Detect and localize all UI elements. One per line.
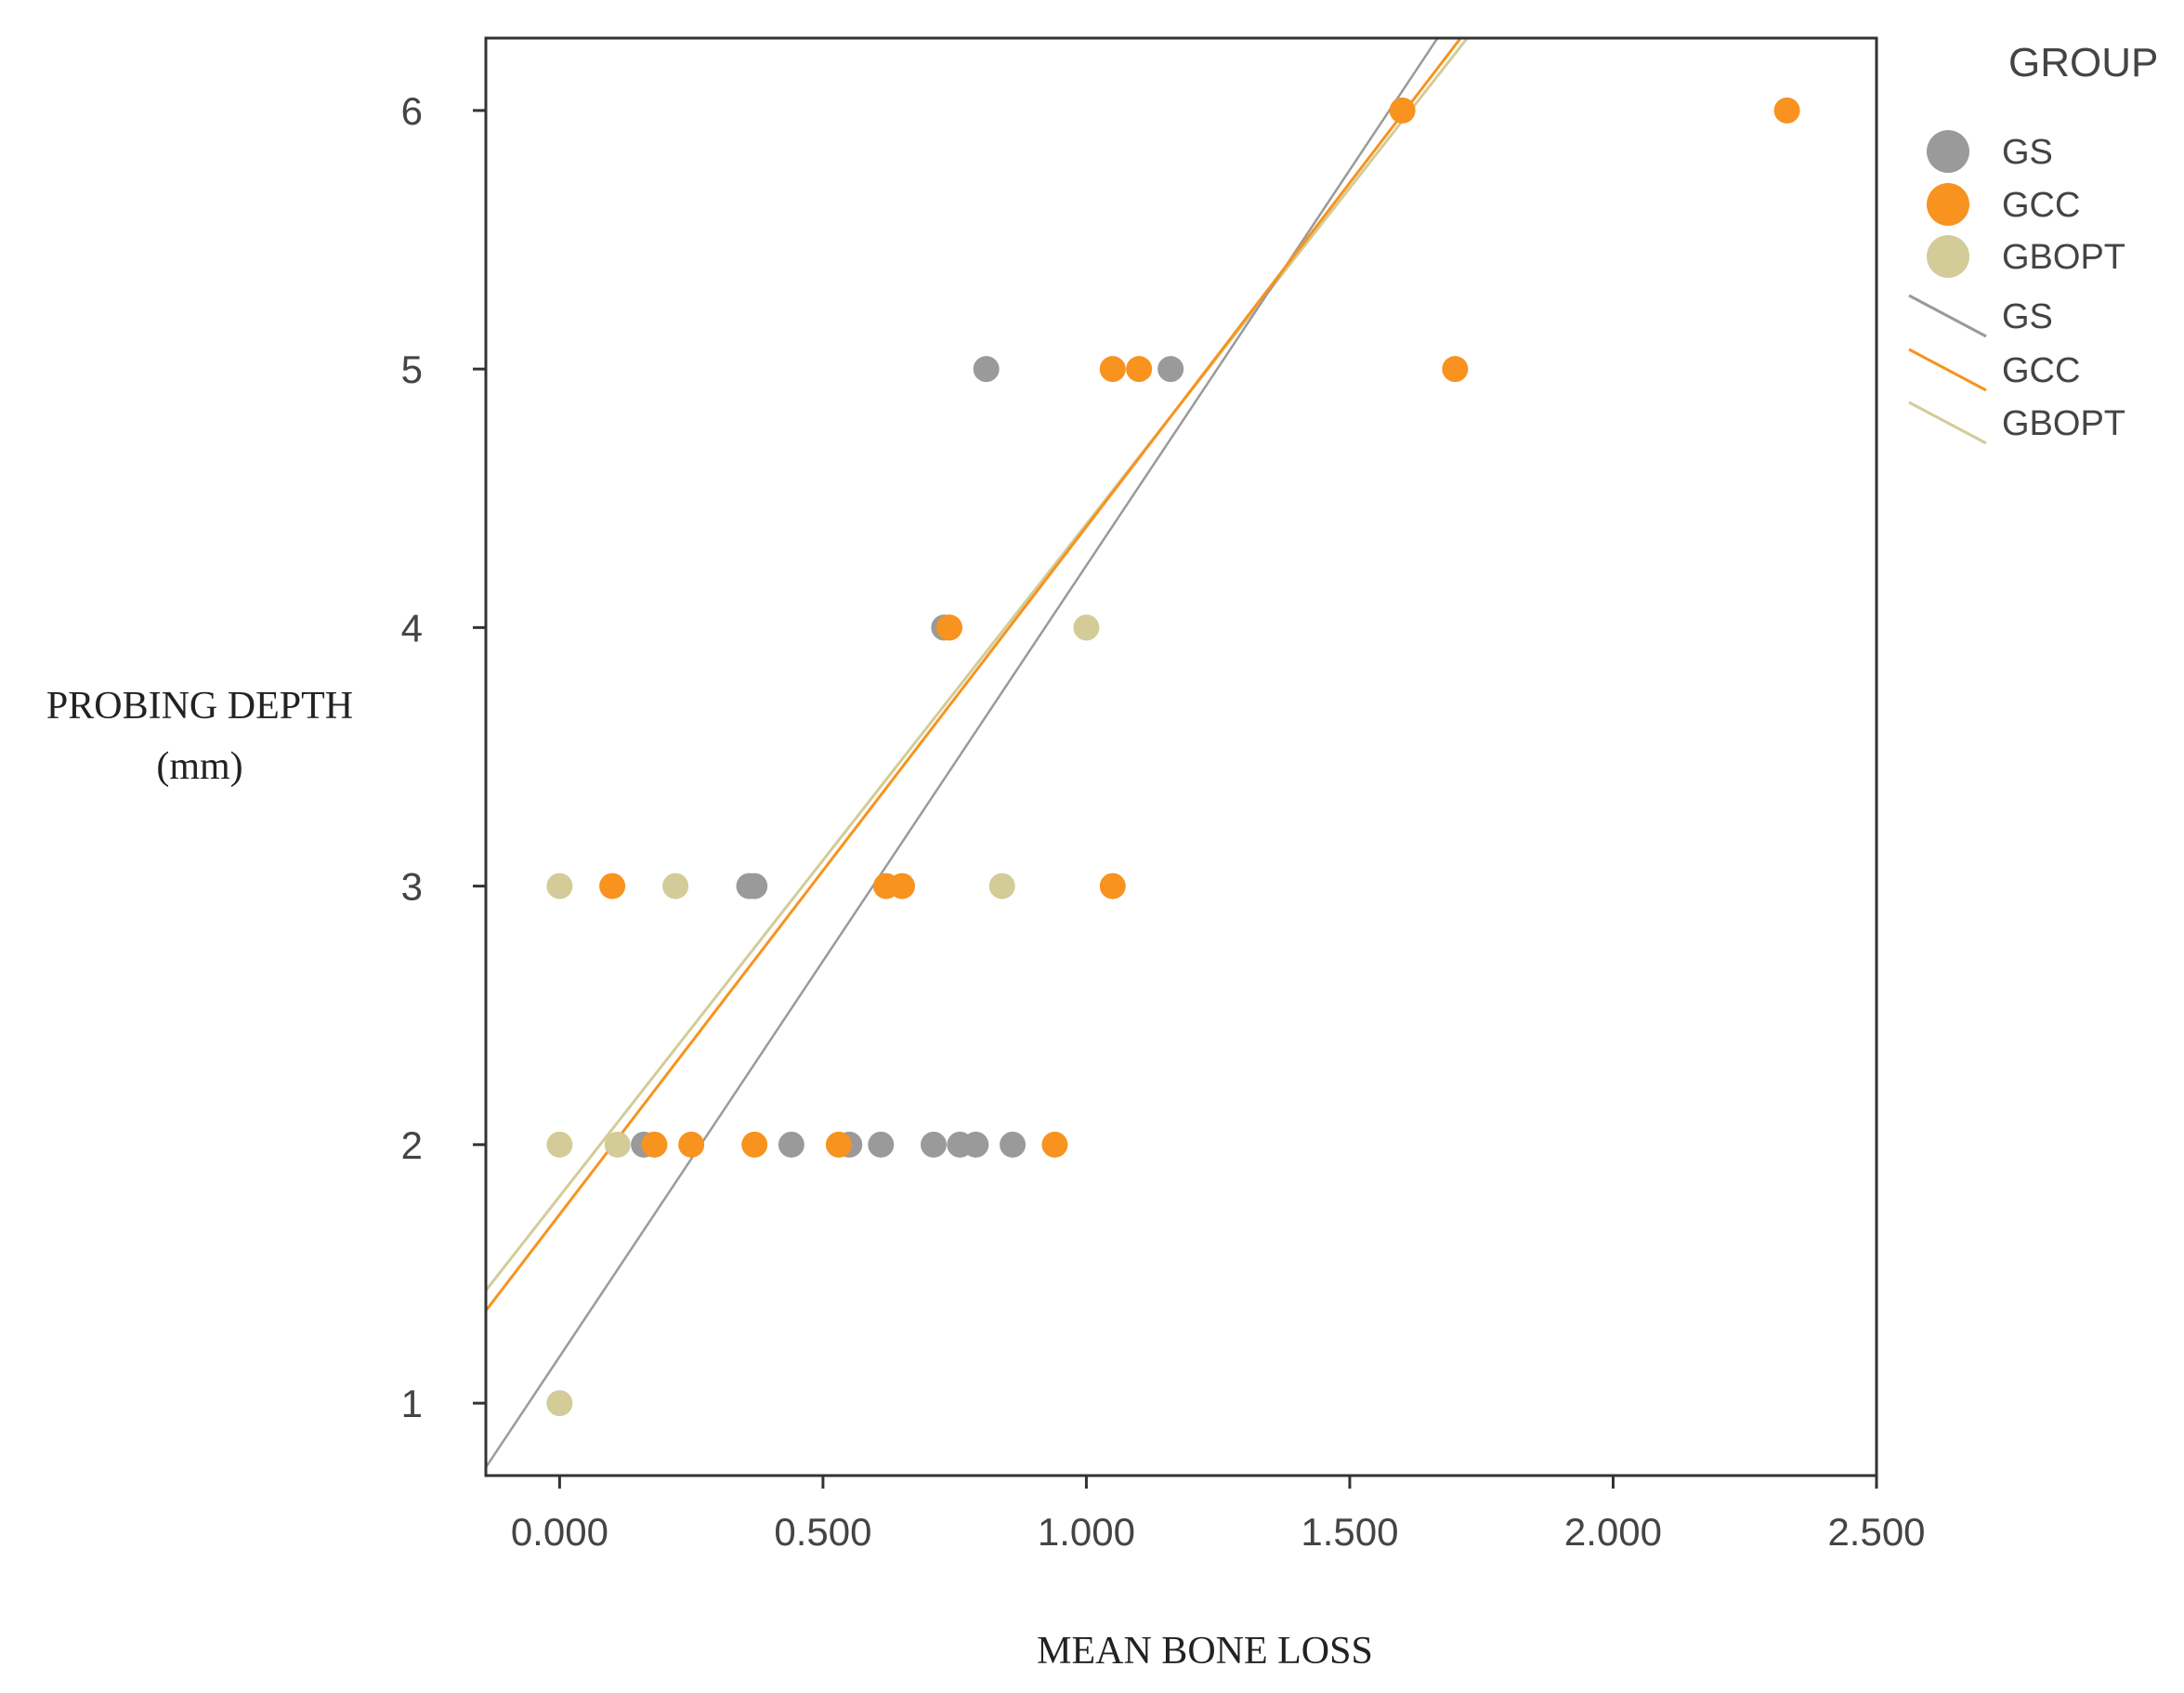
point-gcc bbox=[641, 1131, 668, 1158]
legend-label: GCC bbox=[2002, 351, 2080, 390]
fit-line-gcc bbox=[486, 38, 1463, 1312]
point-gcc bbox=[1099, 873, 1126, 899]
legend: GROUP GS GCC GBOPT GS GCC GBOPT bbox=[1908, 40, 2158, 445]
point-gs bbox=[1000, 1131, 1027, 1158]
legend-marker-gs bbox=[1927, 130, 1969, 173]
y-tick-label: 2 bbox=[401, 1123, 423, 1167]
point-gs bbox=[868, 1131, 895, 1158]
point-gcc bbox=[1389, 97, 1416, 124]
point-gbopt bbox=[662, 873, 689, 899]
y-axis: 1 2 3 4 5 6 bbox=[401, 89, 486, 1425]
point-gbopt bbox=[1073, 614, 1100, 641]
point-gcc bbox=[599, 873, 626, 899]
legend-marker-gbopt bbox=[1927, 235, 1969, 278]
point-gs bbox=[962, 1131, 989, 1158]
point-gs bbox=[1157, 356, 1184, 383]
point-gcc bbox=[1041, 1131, 1068, 1158]
legend-title: GROUP bbox=[2008, 40, 2158, 85]
point-gcc bbox=[888, 873, 915, 899]
point-gs bbox=[778, 1131, 804, 1158]
y-tick-label: 6 bbox=[401, 89, 423, 133]
data-points bbox=[546, 97, 1800, 1417]
legend-label: GCC bbox=[2002, 186, 2080, 225]
legend-label: GBOPT bbox=[2002, 404, 2125, 443]
legend-line-gs bbox=[1908, 294, 1987, 338]
legend-label: GS bbox=[2002, 133, 2053, 172]
y-tick-label: 4 bbox=[401, 606, 423, 650]
y-axis-title: PROBING DEPTH bbox=[46, 685, 353, 728]
point-gcc bbox=[1099, 356, 1126, 383]
point-gcc bbox=[741, 1131, 768, 1158]
point-gbopt bbox=[988, 873, 1015, 899]
point-gcc bbox=[1442, 356, 1469, 383]
fit-line-gbopt bbox=[486, 38, 1470, 1292]
point-gbopt bbox=[546, 873, 573, 899]
x-tick-label: 1.500 bbox=[1301, 1510, 1398, 1554]
y-tick-label: 5 bbox=[401, 348, 423, 391]
y-axis-unit: (mm) bbox=[156, 745, 242, 788]
x-tick-label: 2.000 bbox=[1564, 1510, 1662, 1554]
point-gcc bbox=[825, 1131, 852, 1158]
y-tick-label: 3 bbox=[401, 865, 423, 909]
point-gcc bbox=[1773, 97, 1800, 124]
point-gbopt bbox=[546, 1390, 573, 1417]
point-gs bbox=[741, 873, 768, 899]
point-gcc bbox=[1126, 356, 1153, 383]
legend-line-gcc bbox=[1908, 348, 1987, 392]
x-tick-label: 1.000 bbox=[1038, 1510, 1135, 1554]
legend-label: GS bbox=[2002, 297, 2053, 336]
x-axis: 0.000 0.500 1.000 1.500 2.000 2.500 bbox=[511, 1476, 1926, 1554]
point-gcc bbox=[936, 614, 962, 641]
fit-line-gs bbox=[486, 38, 1439, 1468]
legend-marker-gcc bbox=[1927, 183, 1969, 226]
point-gbopt bbox=[546, 1131, 573, 1158]
legend-line-gbopt bbox=[1908, 400, 1987, 445]
legend-label: GBOPT bbox=[2002, 238, 2125, 277]
point-gs bbox=[920, 1131, 947, 1158]
y-tick-label: 1 bbox=[401, 1382, 423, 1425]
x-tick-label: 2.500 bbox=[1827, 1510, 1925, 1554]
x-tick-label: 0.000 bbox=[511, 1510, 608, 1554]
plot-frame bbox=[484, 36, 1878, 1477]
point-gs bbox=[973, 356, 1000, 383]
fit-lines bbox=[486, 38, 1470, 1468]
x-tick-label: 0.500 bbox=[774, 1510, 871, 1554]
x-axis-title: MEAN BONE LOSS bbox=[1037, 1630, 1373, 1673]
point-gbopt bbox=[604, 1131, 631, 1158]
point-gcc bbox=[678, 1131, 705, 1158]
